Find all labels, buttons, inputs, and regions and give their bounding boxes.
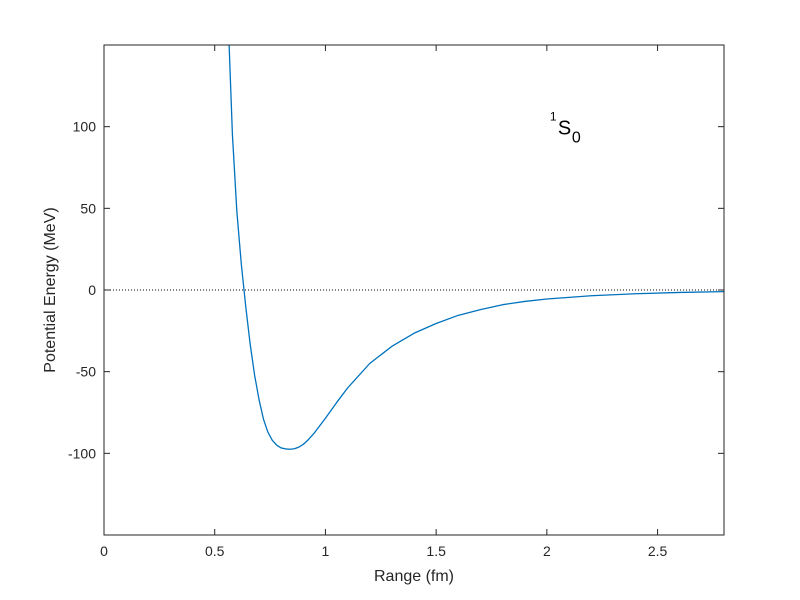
y-tick-label: 100 (73, 119, 97, 135)
x-tick-label: 0.5 (205, 543, 225, 559)
x-tick-label: 1 (322, 543, 330, 559)
x-tick-label: 2 (543, 543, 551, 559)
annotation-subscript: 0 (572, 130, 581, 147)
series-line-0 (228, 44, 725, 450)
y-tick-label: 0 (88, 282, 96, 298)
annotation-superscript: 1 (550, 110, 557, 124)
x-axis-label: Range (fm) (374, 568, 454, 585)
annotation-base: S (558, 118, 571, 140)
x-tick-label: 0 (100, 543, 108, 559)
x-tick-label: 1.5 (426, 543, 446, 559)
y-tick-label: -50 (76, 364, 96, 380)
x-tick-label: 2.5 (648, 543, 668, 559)
state-annotation: 1 S 0 (550, 110, 581, 147)
y-tick-label: -100 (68, 445, 96, 461)
y-axis-label: Potential Energy (MeV) (42, 207, 59, 372)
y-tick-label: 50 (80, 200, 96, 216)
